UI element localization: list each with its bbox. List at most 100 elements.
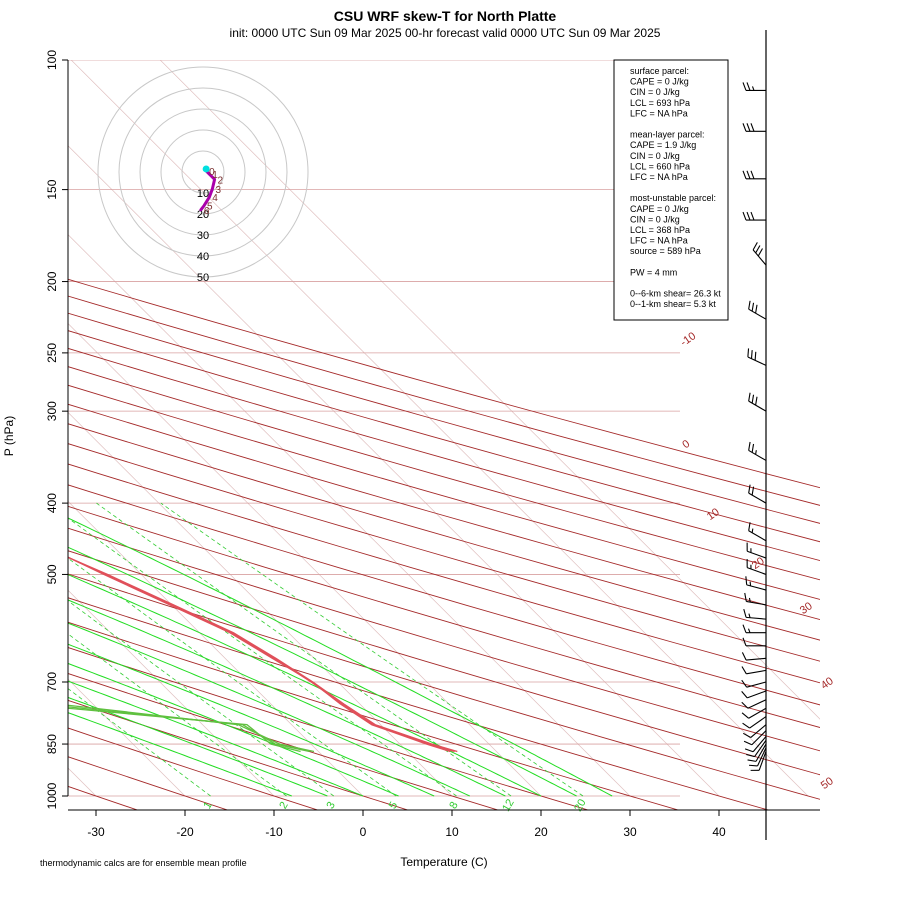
- wind-barb-half-feather: [751, 86, 755, 91]
- dry-adiabat: [68, 484, 820, 706]
- dry-adiabat: [68, 527, 820, 752]
- wind-barb: [741, 679, 767, 688]
- wind-barb-feather: [741, 679, 748, 688]
- y-axis-label: P (hPa): [2, 416, 16, 456]
- wind-barb: [744, 592, 767, 606]
- y-tick-label: 250: [45, 343, 59, 363]
- wind-barb-feather: [751, 302, 755, 312]
- dry-adiabat-label: 10: [705, 506, 722, 523]
- wind-barb-feather: [742, 732, 751, 739]
- wind-barb-shaft: [748, 492, 767, 504]
- wind-barb: [746, 559, 767, 575]
- wind-barb: [747, 743, 767, 762]
- moist-adiabat: [68, 546, 577, 797]
- moist-adiabat: [68, 662, 399, 797]
- wind-barb: [743, 608, 767, 620]
- dry-adiabat: [68, 423, 820, 641]
- dry-adiabat: [68, 347, 820, 562]
- wind-barb-shaft: [757, 747, 767, 767]
- hodograph-start-dot: [202, 165, 210, 173]
- wind-barb-shaft: [748, 449, 767, 461]
- wind-barb-shaft: [747, 356, 767, 366]
- wind-barb-feather: [746, 123, 751, 132]
- wind-barb-feather: [754, 351, 757, 361]
- wind-barb-shaft: [746, 681, 767, 688]
- parcel-info-box: surface parcel:CAPE = 0 J/kg CIN = 0 J/kg…: [613, 59, 729, 321]
- isotherm-line: [68, 234, 631, 797]
- wind-barb: [746, 542, 767, 559]
- wind-barb: [742, 624, 766, 634]
- wind-barb-shaft: [750, 724, 767, 738]
- wind-barb-feather: [755, 245, 761, 254]
- wind-barb-feather: [745, 576, 748, 585]
- wind-barb: [747, 348, 767, 366]
- wind-barb-feather: [743, 608, 747, 618]
- wind-barb-feather: [755, 396, 758, 406]
- wind-barb-feather: [741, 652, 747, 661]
- info-box-frame: [613, 59, 729, 321]
- wind-barb: [742, 724, 767, 739]
- y-tick-label: 300: [45, 401, 59, 421]
- wind-barb-feather: [742, 123, 747, 132]
- wind-barb-feather: [750, 211, 755, 221]
- wind-barb-feather: [748, 441, 751, 451]
- wind-barb-feather: [742, 624, 747, 633]
- moist-adiabat: [68, 680, 364, 797]
- info-line: LCL = 660 hPa: [630, 161, 690, 171]
- plot-axes: [67, 60, 820, 811]
- wind-barb: [750, 751, 767, 771]
- wind-barb-shaft: [746, 657, 767, 661]
- wind-barb-feather: [755, 304, 758, 314]
- dry-adiabat: [68, 647, 590, 810]
- hodograph-height-label: 5: [207, 202, 213, 213]
- mixing-ratio-label: 8: [447, 800, 460, 811]
- wind-barb-shaft: [752, 736, 767, 753]
- wind-barb-shaft: [748, 707, 767, 719]
- wind-barb-half-feather: [751, 528, 754, 533]
- wind-barb-half-feather: [747, 628, 751, 633]
- dry-adiabat: [68, 312, 820, 524]
- wind-barb: [748, 484, 767, 504]
- wind-barb-half-feather: [748, 613, 751, 618]
- temperature-profile: [68, 556, 451, 753]
- info-line: CAPE = 0 J/kg: [630, 77, 689, 87]
- x-tick-label: 10: [445, 825, 459, 839]
- wind-barb-shaft: [747, 690, 767, 699]
- wind-barb-feather: [750, 170, 755, 179]
- wind-barb-feather: [742, 211, 747, 221]
- wind-barb: [741, 652, 767, 661]
- dry-adiabat-label: -10: [678, 330, 698, 349]
- info-line: CIN = 0 J/kg: [630, 151, 680, 161]
- hodograph-height-label: 3: [215, 185, 221, 196]
- wind-barb: [746, 739, 767, 758]
- mixing-ratio-line: [96, 502, 512, 797]
- wind-barb: [748, 747, 767, 767]
- hodograph-height-label: 1: [212, 170, 218, 181]
- info-line: surface parcel:: [630, 66, 689, 76]
- wind-barb: [748, 392, 767, 412]
- y-tick-label: 150: [45, 179, 59, 199]
- dry-adiabat-label: 40: [819, 675, 836, 692]
- wind-barb-feather: [744, 748, 754, 753]
- y-tick-label: 700: [45, 672, 59, 692]
- hodograph-ring: [139, 108, 267, 236]
- info-line: most-unstable parcel:: [630, 193, 716, 203]
- wind-barb: [742, 123, 766, 132]
- wind-barb-shaft: [752, 249, 767, 266]
- mixing-ratio-line: [68, 600, 335, 797]
- wind-barb-feather: [741, 666, 747, 675]
- wind-barb-feather: [746, 753, 755, 758]
- wind-barb-shaft: [758, 751, 767, 771]
- wind-barb-shaft: [748, 530, 767, 542]
- wind-barb-feather: [750, 350, 753, 359]
- mixing-ratio-label: 20: [572, 797, 589, 814]
- mixing-ratio-label: 1: [201, 800, 214, 811]
- wind-barb-shaft: [747, 550, 767, 559]
- wind-barb: [742, 637, 766, 647]
- wind-barb: [742, 211, 766, 221]
- dry-adiabat: [68, 330, 820, 543]
- isotherm-lines: [68, 60, 820, 797]
- x-tick-label: -10: [265, 825, 283, 839]
- info-line: source = 589 hPa: [630, 246, 701, 256]
